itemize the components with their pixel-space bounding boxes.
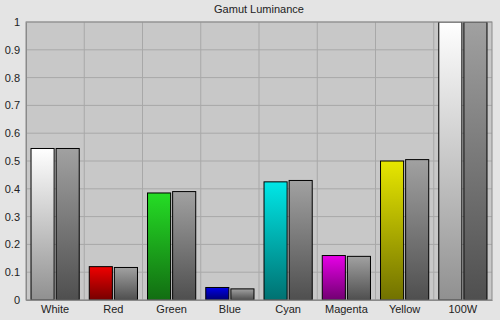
tick-label: 1: [14, 16, 20, 28]
bar: [406, 160, 429, 300]
tick: White: [41, 300, 69, 315]
bar: [322, 256, 345, 300]
tick-label: White: [41, 303, 69, 315]
tick-label: 0.5: [5, 155, 20, 167]
bar: [89, 267, 112, 300]
plot-background: [26, 22, 492, 300]
bar: [289, 180, 312, 300]
y-axis: 0 0.1 0.2 0.3 0.4 0.5 0.6 0.7 0.8 0.9 1: [5, 16, 27, 306]
tick: 0.7: [5, 99, 26, 111]
tick: Red: [103, 300, 123, 315]
plot-frame: [26, 22, 492, 300]
tick-label: 0.9: [5, 44, 20, 56]
tick: 0.6: [5, 127, 26, 139]
tick-label: 0.6: [5, 127, 20, 139]
bar: [439, 22, 462, 300]
bar: [148, 193, 171, 300]
category-divider: [317, 22, 318, 300]
tick-label: 0.4: [5, 183, 20, 195]
bar: [381, 161, 404, 300]
tick: Blue: [219, 300, 241, 315]
axis-line: [27, 300, 493, 301]
tick: 0.9: [5, 44, 26, 56]
bar: [264, 182, 287, 300]
category-divider: [84, 22, 85, 300]
tick-label: Green: [156, 303, 187, 315]
tick-label: 0.2: [5, 238, 20, 250]
category-divider: [200, 22, 201, 300]
bar: [347, 256, 370, 300]
tick: 0.5: [5, 155, 26, 167]
bar: [56, 148, 79, 300]
tick: 0.3: [5, 211, 26, 223]
bars: [31, 22, 487, 300]
tick-label: Blue: [219, 303, 241, 315]
bar: [31, 148, 54, 300]
title: Gamut Luminance: [214, 3, 304, 15]
x-axis: White Red Green Blue Cyan Magenta Yellow 100W: [27, 300, 493, 315]
category-divider: [375, 22, 376, 300]
category-divider: [142, 22, 143, 300]
tick-label: Red: [103, 303, 123, 315]
category-divider: [259, 22, 260, 300]
bar: [464, 22, 487, 300]
tick: 100W: [449, 300, 478, 315]
tick-label: 0.8: [5, 72, 20, 84]
tick: Magenta: [325, 300, 369, 315]
bar: [231, 289, 254, 300]
tick: Yellow: [389, 300, 420, 315]
category-divider: [433, 22, 434, 300]
tick: 0.1: [5, 266, 26, 278]
tick: 0.8: [5, 72, 26, 84]
tick-label: 0.1: [5, 266, 20, 278]
bar: [173, 192, 196, 300]
tick-label: Yellow: [389, 303, 420, 315]
tick-label: 0.7: [5, 99, 20, 111]
chart: Gamut Luminance 0 0.1 0.2 0.3 0.4 0.5 0.6 0.7 0.8…: [0, 0, 500, 320]
axis-line: [26, 23, 27, 301]
tick-label: Magenta: [325, 303, 369, 315]
tick-label: Cyan: [275, 303, 301, 315]
tick: 0.4: [5, 183, 26, 195]
tick: 1: [14, 16, 26, 28]
tick-label: 100W: [449, 303, 478, 315]
tick: 0: [14, 294, 26, 306]
tick: 0.2: [5, 238, 26, 250]
tick-label: 0.3: [5, 211, 20, 223]
tick: Cyan: [275, 300, 301, 315]
plot: 0 0.1 0.2 0.3 0.4 0.5 0.6 0.7 0.8 0.9 1 White Red Gre…: [5, 16, 493, 315]
tick-label: 0: [14, 294, 20, 306]
tick: Green: [156, 300, 187, 315]
bar: [206, 287, 229, 300]
grid: [26, 22, 492, 300]
bar: [114, 267, 137, 300]
